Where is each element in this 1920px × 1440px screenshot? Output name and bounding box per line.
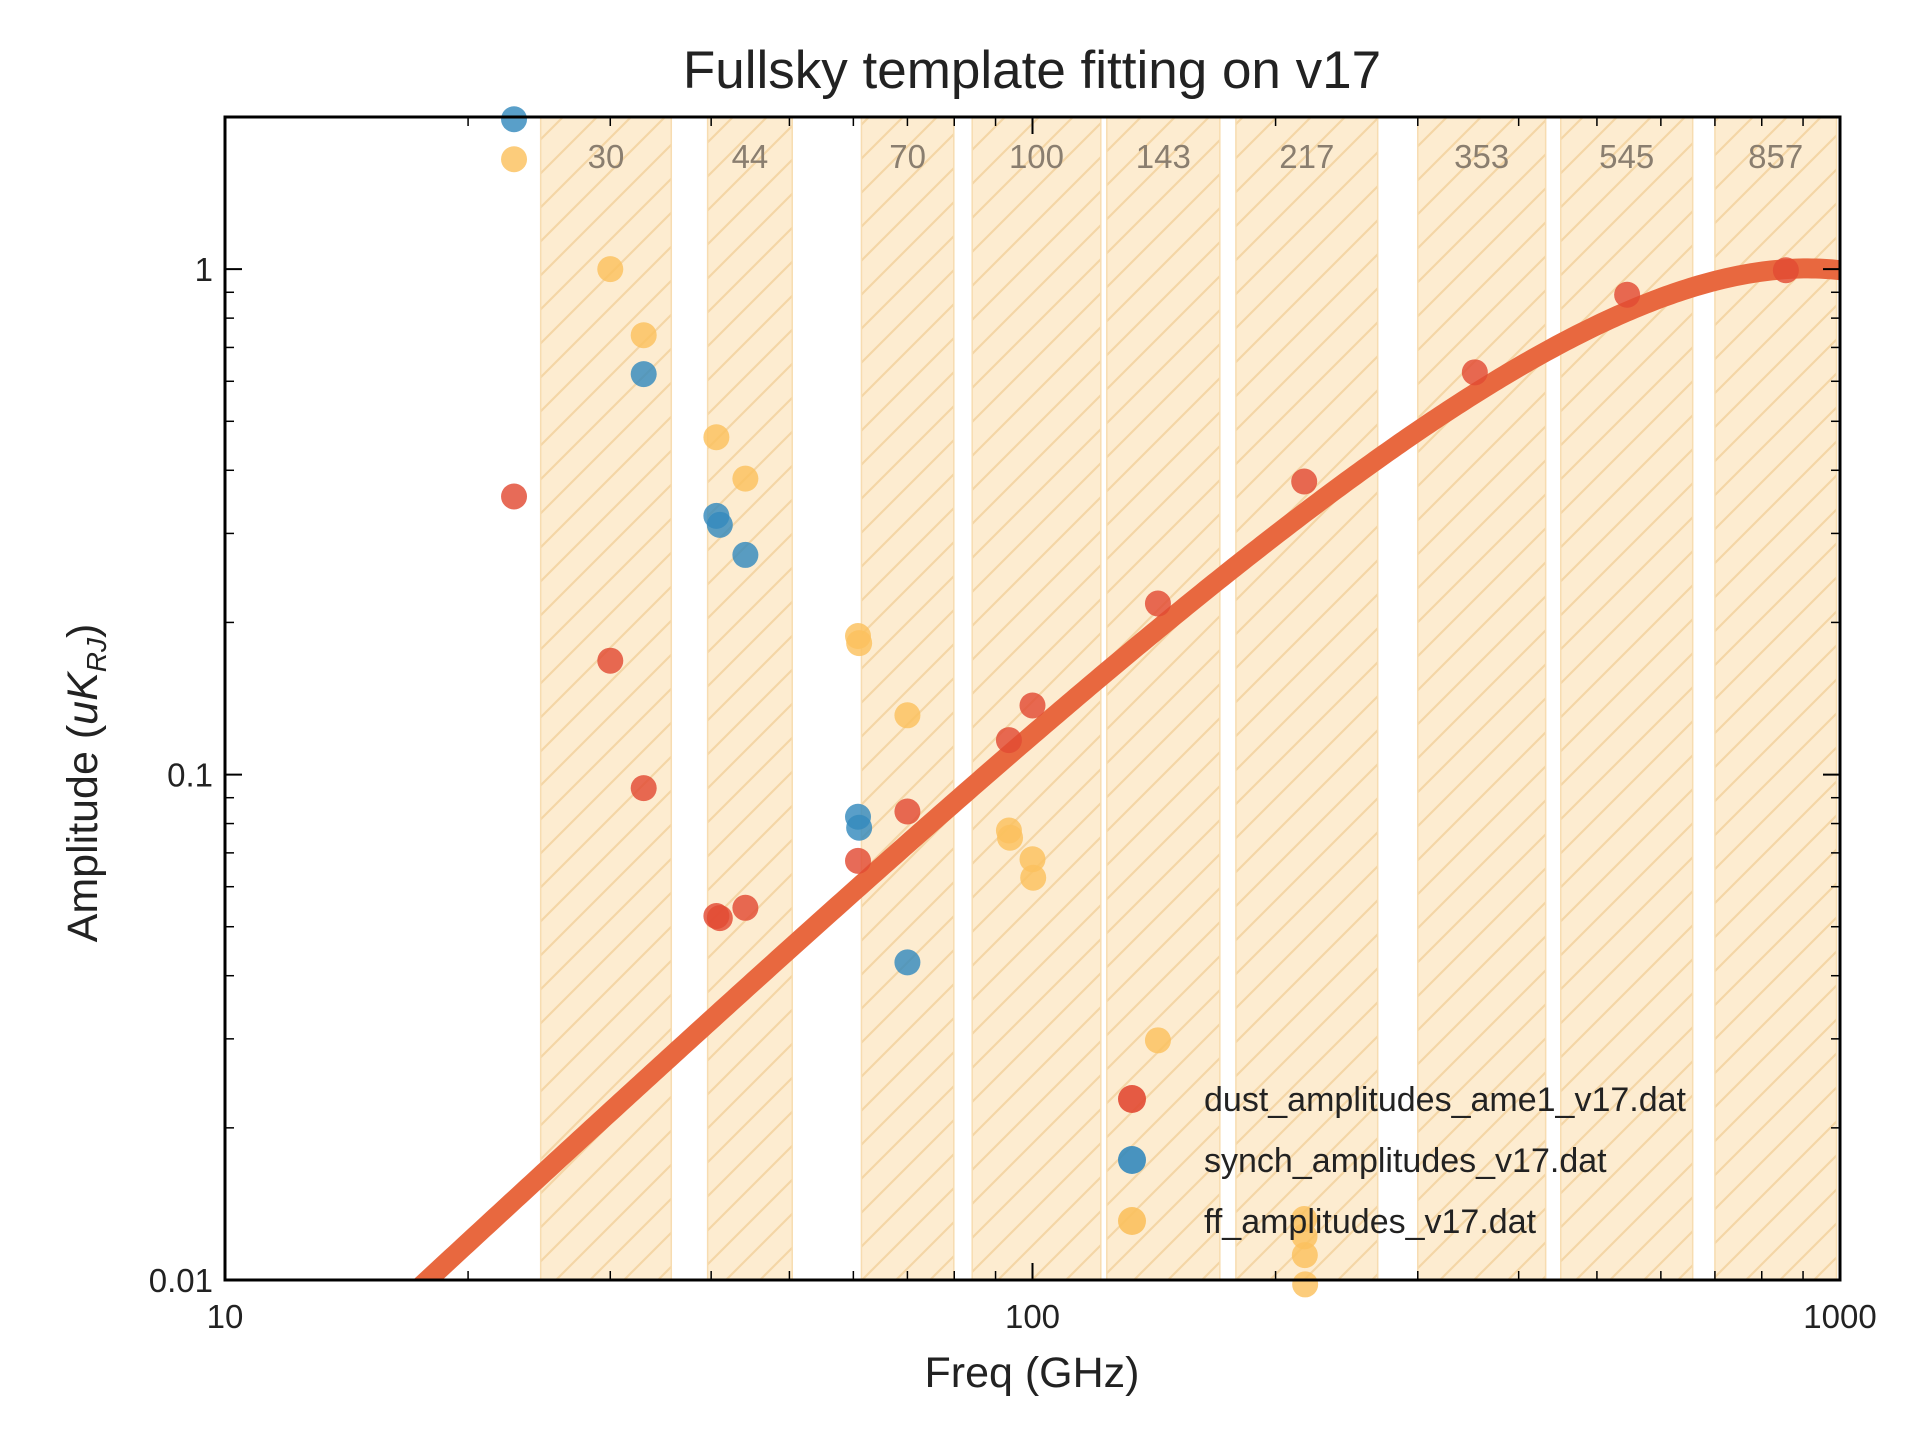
point-series1-5 bbox=[706, 905, 733, 932]
point-series3-10 bbox=[997, 824, 1024, 851]
point-series3-1 bbox=[501, 146, 528, 173]
point-series3-5 bbox=[732, 465, 759, 492]
point-series3-13 bbox=[1144, 1027, 1171, 1054]
point-series2-1 bbox=[501, 106, 528, 133]
band-label-353: 353 bbox=[1454, 138, 1509, 175]
series-1 bbox=[501, 257, 1799, 932]
band-hatch-217 bbox=[1235, 116, 1379, 1281]
point-series1-10 bbox=[1019, 692, 1046, 719]
y-tick-label-0.1: 0.1 bbox=[167, 757, 213, 794]
point-series1-3 bbox=[630, 775, 657, 802]
point-series3-7 bbox=[846, 630, 873, 657]
series-2 bbox=[501, 106, 921, 976]
point-series3-3 bbox=[630, 322, 657, 349]
band-label-30: 30 bbox=[588, 138, 625, 175]
fit-curve bbox=[412, 258, 1840, 1280]
point-series3-2 bbox=[597, 256, 624, 283]
legend-marker-2 bbox=[1118, 1146, 1146, 1174]
x-axis-label: Freq (GHz) bbox=[925, 1349, 1140, 1397]
point-series1-6 bbox=[732, 894, 759, 921]
point-series3-16 bbox=[1291, 1242, 1318, 1269]
fit-curve-layer bbox=[412, 258, 1840, 1280]
band-label-545: 545 bbox=[1599, 138, 1654, 175]
x-tick-label-10: 10 bbox=[207, 1298, 244, 1335]
legend: dust_amplitudes_ame1_v17.dat synch_amplit… bbox=[1118, 1081, 1687, 1241]
point-series1-14 bbox=[1614, 281, 1641, 308]
point-series1-12 bbox=[1291, 468, 1318, 495]
point-series2-2 bbox=[630, 361, 657, 388]
y-axis-label: Amplitude (uKRJ) bbox=[59, 624, 112, 943]
axes-layer: 10 100 1000 0.01 0.1 1 bbox=[149, 115, 1877, 1335]
point-series3-17 bbox=[1292, 1271, 1319, 1298]
band-hatch-143 bbox=[1106, 116, 1221, 1281]
point-series1-7 bbox=[845, 847, 872, 874]
point-series1-8 bbox=[894, 798, 921, 825]
y-tick-label-0.01: 0.01 bbox=[149, 1262, 213, 1299]
chart-title: Fullsky template fitting on v17 bbox=[683, 41, 1381, 100]
y-axis-label-subscript: RJ bbox=[81, 637, 112, 672]
point-series1-1 bbox=[501, 483, 528, 510]
band-layer: 30 44 70 100 143 217 353 545 857 bbox=[539, 116, 1838, 1281]
band-hatch-70 bbox=[860, 116, 955, 1281]
point-series1-13 bbox=[1461, 359, 1488, 386]
band-label-857: 857 bbox=[1748, 138, 1803, 175]
band-label-100: 100 bbox=[1009, 138, 1064, 175]
series-3 bbox=[501, 146, 1319, 1298]
point-series3-4 bbox=[703, 424, 730, 451]
band-hatch-44 bbox=[706, 116, 793, 1281]
band-label-44: 44 bbox=[732, 138, 769, 175]
y-axis-label-unit: uK bbox=[59, 670, 107, 725]
point-series3-12 bbox=[1020, 864, 1047, 891]
point-series2-4 bbox=[706, 511, 733, 538]
points-layer bbox=[501, 106, 1799, 1298]
legend-label-1: dust_amplitudes_ame1_v17.dat bbox=[1204, 1081, 1687, 1119]
band-hatch-353 bbox=[1417, 116, 1547, 1281]
point-series1-2 bbox=[597, 647, 624, 674]
legend-label-2: synch_amplitudes_v17.dat bbox=[1204, 1142, 1607, 1180]
x-tick-label-100: 100 bbox=[1005, 1298, 1060, 1335]
point-series1-15 bbox=[1772, 257, 1799, 284]
band-hatch-857 bbox=[1714, 116, 1838, 1281]
point-series3-11 bbox=[1019, 846, 1046, 873]
y-axis-label-close: ) bbox=[59, 624, 107, 638]
point-series2-8 bbox=[894, 949, 921, 976]
legend-marker-3 bbox=[1118, 1207, 1146, 1235]
point-series2-7 bbox=[846, 814, 873, 841]
point-series2-5 bbox=[732, 541, 759, 568]
y-axis-label-main: Amplitude ( bbox=[59, 724, 107, 942]
legend-label-3: ff_amplitudes_v17.dat bbox=[1204, 1203, 1537, 1241]
x-tick-label-1000: 1000 bbox=[1803, 1298, 1876, 1335]
y-tick-label-1: 1 bbox=[195, 251, 213, 288]
band-label-217: 217 bbox=[1279, 138, 1334, 175]
point-series3-8 bbox=[894, 702, 921, 729]
point-series3-15 bbox=[1291, 1223, 1318, 1250]
legend-marker-1 bbox=[1118, 1085, 1146, 1113]
point-series1-11 bbox=[1144, 590, 1171, 617]
band-label-143: 143 bbox=[1136, 138, 1191, 175]
band-label-70: 70 bbox=[889, 138, 926, 175]
point-series1-9 bbox=[995, 727, 1022, 754]
